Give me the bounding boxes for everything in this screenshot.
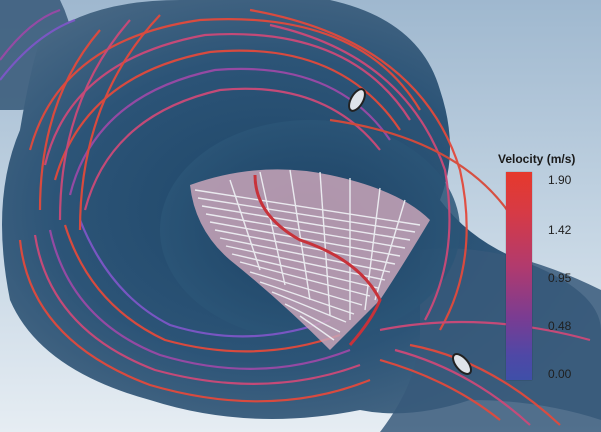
probe-disc-lower bbox=[452, 353, 472, 375]
vessel-branch-lower-right bbox=[380, 248, 601, 432]
colorbar-tick-2: 0.95 bbox=[548, 271, 572, 285]
colorbar-tick-3: 0.48 bbox=[548, 319, 572, 333]
colorbar-title: Velocity (m/s) bbox=[498, 152, 576, 166]
colorbar-gradient bbox=[506, 172, 532, 380]
colorbar-tick-max: 1.90 bbox=[548, 173, 572, 187]
inflow-jet bbox=[190, 169, 430, 350]
streamlines bbox=[0, 8, 591, 426]
jet-core-streamline bbox=[253, 174, 382, 346]
colorbar-tick-min: 0.00 bbox=[548, 367, 572, 381]
probe-disc-upper bbox=[348, 88, 366, 112]
colorbar-tick-1: 1.42 bbox=[548, 223, 572, 237]
velocity-colorbar: Velocity (m/s) 1.90 1.42 0.95 0.48 0.00 bbox=[492, 152, 600, 386]
